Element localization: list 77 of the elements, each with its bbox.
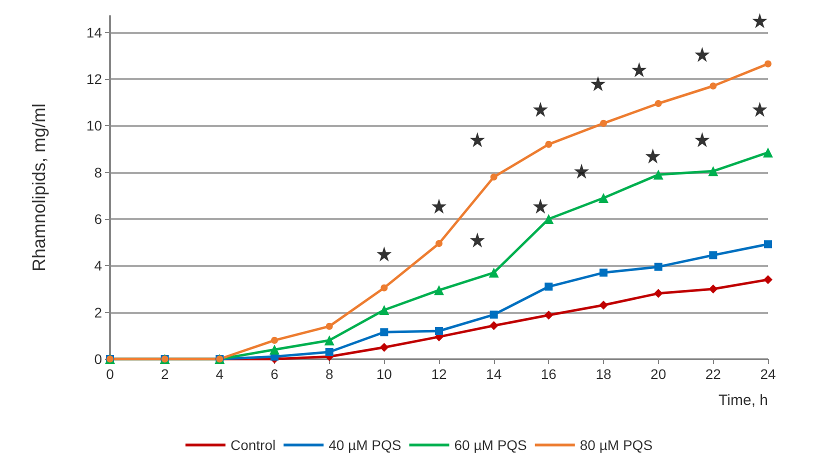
y-axis-title: Rhamnolipids, mg/ml bbox=[29, 103, 49, 272]
point bbox=[380, 342, 389, 352]
point bbox=[600, 268, 608, 277]
x-tick-label: 0 bbox=[106, 366, 114, 382]
x-tick-label: 12 bbox=[431, 366, 447, 382]
y-tick-label: 8 bbox=[94, 164, 102, 180]
point bbox=[752, 102, 768, 117]
y-tick-label: 14 bbox=[86, 24, 102, 40]
point bbox=[600, 120, 607, 127]
point bbox=[432, 198, 446, 214]
point bbox=[545, 140, 552, 148]
y-tick-label: 4 bbox=[94, 258, 102, 274]
point bbox=[763, 148, 773, 158]
point bbox=[271, 336, 278, 344]
point bbox=[764, 275, 772, 284]
y-tick-label: 0 bbox=[94, 351, 102, 367]
point bbox=[708, 166, 718, 176]
point bbox=[598, 193, 608, 203]
point bbox=[764, 60, 772, 68]
y-tick-label: 12 bbox=[86, 71, 102, 87]
point bbox=[324, 335, 334, 346]
point bbox=[326, 322, 333, 330]
point bbox=[380, 284, 388, 292]
point bbox=[380, 328, 388, 336]
point bbox=[654, 288, 663, 298]
y-tick-label: 10 bbox=[86, 118, 102, 134]
point bbox=[632, 62, 647, 78]
point bbox=[653, 170, 664, 180]
x-tick-label: 14 bbox=[486, 366, 502, 382]
x-tick-label: 24 bbox=[760, 366, 776, 382]
point bbox=[544, 214, 554, 224]
point bbox=[654, 100, 662, 107]
x-axis-title: Time, h bbox=[718, 392, 768, 409]
point bbox=[470, 232, 485, 248]
point bbox=[436, 240, 442, 247]
x-tick-label: 2 bbox=[160, 366, 169, 382]
legend-label: Control bbox=[230, 437, 276, 453]
y-tick-label: 2 bbox=[94, 304, 102, 320]
point bbox=[434, 285, 444, 296]
point bbox=[325, 348, 334, 356]
point bbox=[574, 164, 590, 179]
point bbox=[489, 321, 498, 330]
point bbox=[710, 82, 717, 90]
point bbox=[752, 13, 768, 28]
x-tick-label: 16 bbox=[540, 366, 557, 382]
point bbox=[270, 344, 280, 355]
y-tick-label: 6 bbox=[94, 211, 102, 227]
point bbox=[694, 132, 710, 148]
x-tick-label: 20 bbox=[650, 366, 666, 382]
point bbox=[709, 251, 718, 260]
point bbox=[764, 240, 772, 248]
point bbox=[490, 174, 498, 180]
point bbox=[654, 262, 662, 271]
x-tick-label: 10 bbox=[376, 366, 392, 382]
x-tick-label: 18 bbox=[596, 366, 612, 382]
point bbox=[532, 102, 548, 117]
point bbox=[376, 246, 392, 262]
x-tick-label: 22 bbox=[705, 366, 722, 382]
point bbox=[645, 148, 660, 164]
point bbox=[708, 284, 718, 294]
x-tick-label: 4 bbox=[216, 366, 224, 382]
x-tick-label: 8 bbox=[325, 366, 334, 382]
legend-label: 40 µM PQS bbox=[328, 437, 402, 453]
point bbox=[488, 268, 499, 278]
x-tick-label: 6 bbox=[270, 366, 279, 382]
point bbox=[590, 76, 606, 92]
point bbox=[490, 310, 498, 319]
point bbox=[694, 47, 710, 62]
point bbox=[544, 282, 553, 291]
point bbox=[435, 327, 443, 335]
legend-label: 60 µM PQS bbox=[454, 437, 527, 453]
point bbox=[599, 300, 608, 310]
point bbox=[532, 198, 548, 214]
legend-label: 80 µM PQS bbox=[580, 437, 653, 453]
point bbox=[470, 132, 485, 148]
point bbox=[544, 310, 554, 320]
point bbox=[379, 305, 390, 315]
